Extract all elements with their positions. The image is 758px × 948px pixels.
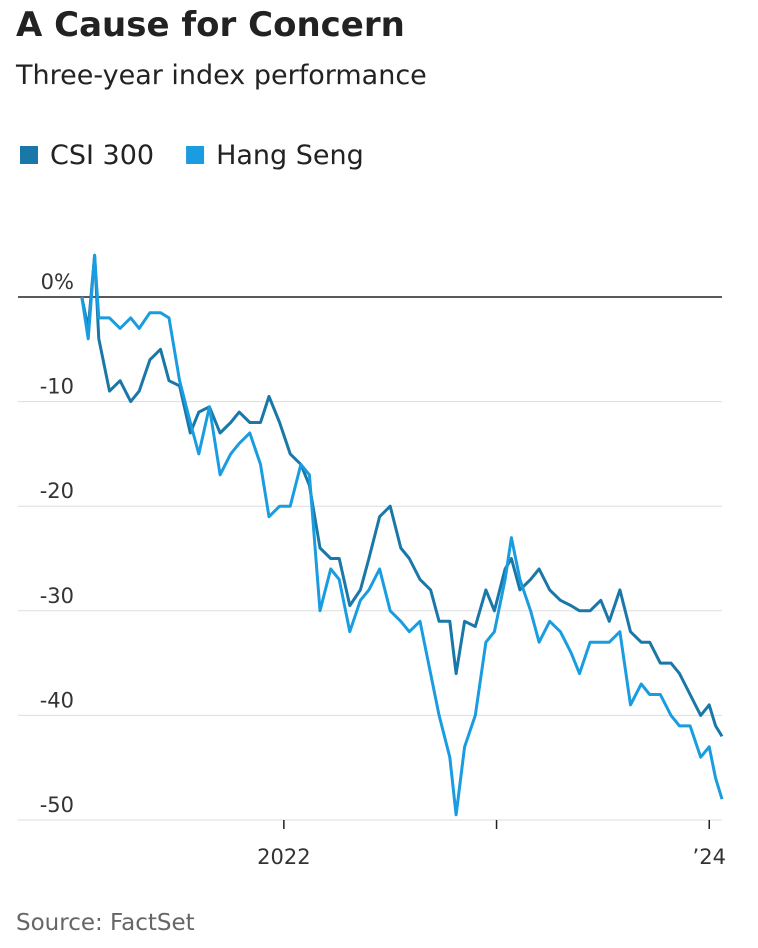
y-tick-label: -40 (40, 688, 74, 712)
grid: 0% -10 -20 -30 -40 -50 2022 ’24 (18, 270, 726, 869)
legend-label: Hang Seng (216, 140, 364, 171)
legend-swatch (186, 146, 205, 164)
y-tick-label: -50 (40, 793, 74, 817)
legend-label: CSI 300 (50, 140, 154, 171)
series-line (80, 253, 724, 738)
lines (80, 253, 724, 817)
y-tick-label: 0% (41, 270, 74, 294)
legend: CSI 300 Hang Seng (20, 140, 364, 171)
y-tick-label: -30 (40, 584, 74, 608)
chart-subtitle: Three-year index performance (15, 60, 427, 91)
x-tick-label: 2022 (257, 845, 310, 869)
series-line (80, 253, 724, 817)
y-tick-label: -20 (40, 479, 74, 503)
source: Source: FactSet (16, 910, 195, 936)
y-tick-label: -10 (40, 375, 74, 399)
legend-swatch (20, 146, 38, 164)
x-tick-label: ’24 (693, 845, 726, 869)
chart-title: A Cause for Concern (16, 5, 405, 45)
